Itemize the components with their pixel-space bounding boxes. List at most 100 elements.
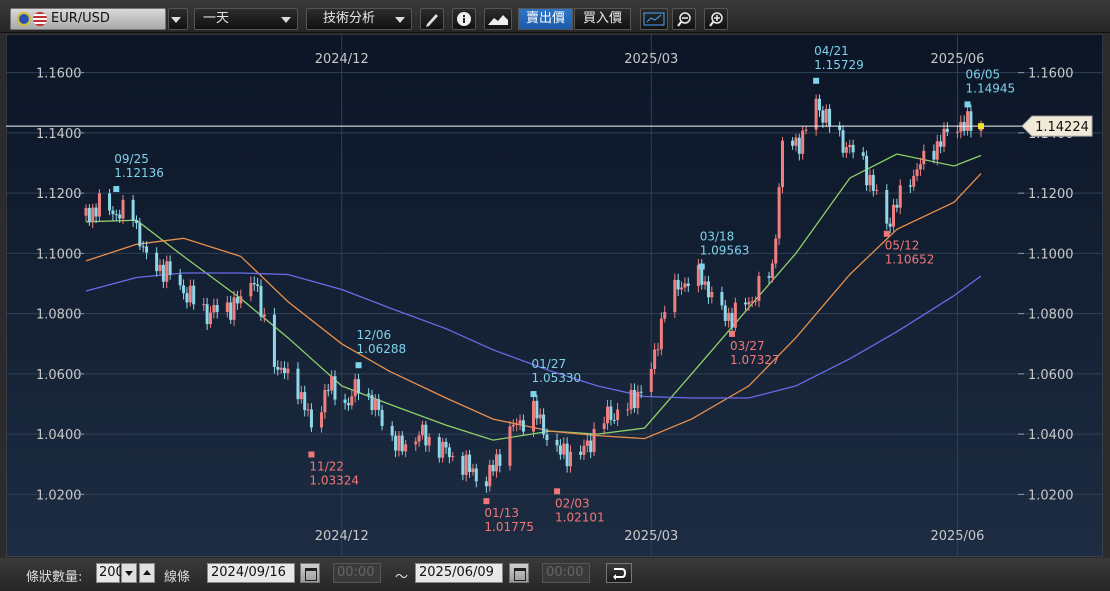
reset-button[interactable] (606, 563, 632, 583)
candle-body (935, 141, 939, 160)
candle-body (97, 193, 101, 217)
price-chart[interactable]: 09/251.12136 11/221.03324 12/061.06288 01/1… (5, 33, 1104, 558)
increment-button[interactable] (139, 563, 155, 583)
candle-body (663, 312, 667, 319)
end-time-field[interactable]: 00:00 (542, 563, 590, 583)
candle-body (743, 302, 747, 305)
moving-average-line-2 (85, 173, 982, 440)
candle-body (239, 296, 243, 304)
zoom-out-button[interactable] (672, 8, 696, 30)
candle-body (636, 391, 640, 409)
candle-body (542, 414, 546, 435)
annotation-value: 1.05330 (532, 371, 582, 385)
candle-body (511, 424, 515, 427)
decrement-button[interactable] (121, 563, 137, 583)
candle-body (777, 187, 781, 239)
candle-body (367, 393, 371, 396)
candle-body (710, 291, 714, 298)
candle-body (861, 152, 865, 156)
zoom-out-icon (677, 12, 691, 27)
draw-tool-button[interactable] (420, 8, 444, 30)
candle-body (649, 369, 653, 392)
candle-body (185, 293, 189, 303)
return-icon (613, 568, 627, 580)
start-calendar-icon[interactable] (300, 563, 320, 583)
candle-body (118, 214, 122, 219)
candle-body (498, 454, 502, 466)
extreme-marker (355, 362, 362, 369)
bar-count-label: 條狀數量: (26, 570, 83, 585)
technical-label: 技術分析 (323, 11, 376, 26)
annotation-value: 1.06288 (357, 342, 407, 356)
chart-area[interactable]: 09/25 1.12136 11/22 1.03324 12/06 1.06288 01/1… (5, 33, 1104, 558)
candle-body (259, 285, 263, 317)
buy-price-toggle[interactable]: 買入價 (574, 8, 631, 30)
annotation-date: 01/13 (484, 506, 519, 520)
candle-body (404, 444, 408, 452)
candle-body (424, 424, 428, 446)
candle-body (616, 409, 620, 420)
usd-flag-icon (33, 12, 47, 26)
candle-body (276, 366, 280, 370)
bar-count-field[interactable]: 200 (96, 563, 124, 583)
extreme-marker (964, 101, 971, 108)
annotation-date: 12/06 (357, 328, 392, 342)
candle-body (178, 274, 182, 286)
candle-body (400, 435, 404, 452)
candle-body (380, 409, 384, 426)
candle-body (491, 464, 495, 472)
x-tick-label-top: 2025/03 (624, 52, 678, 67)
candle-body (390, 425, 394, 436)
candle-body (111, 210, 115, 215)
candle-body (565, 443, 569, 467)
y-tick-label-right: 1.0800 (1028, 308, 1074, 323)
symbol-selector[interactable]: EUR/USD (10, 8, 166, 30)
candle-body (801, 130, 805, 154)
end-date-field[interactable]: 2025/06/09 (415, 563, 503, 583)
y-tick-label-right: 1.0600 (1028, 368, 1074, 383)
annotation-value: 1.09563 (700, 244, 750, 258)
sell-price-toggle[interactable]: 賣出價 (518, 8, 573, 30)
candle-body (208, 312, 212, 325)
candle-body (828, 108, 832, 127)
candle-body (639, 391, 643, 393)
candle-body (158, 264, 162, 272)
current-price-label: 1.14224 (1035, 120, 1089, 135)
start-time-field[interactable]: 00:00 (333, 563, 381, 583)
zoom-in-button[interactable] (704, 8, 728, 30)
x-tick-label-bottom: 2025/06 (930, 529, 984, 544)
candle-body (353, 379, 357, 397)
candle-body (609, 406, 613, 420)
y-tick-label-left: 1.1000 (36, 247, 82, 262)
candle-body (875, 190, 879, 192)
start-date-field[interactable]: 2024/09/16 (207, 563, 295, 583)
candle-body (844, 147, 848, 153)
candle-body (700, 264, 704, 285)
y-tick-label-right: 1.0200 (1028, 488, 1074, 503)
candle-body (134, 220, 138, 224)
candle-body (326, 390, 330, 392)
end-calendar-icon[interactable] (509, 563, 529, 583)
mountain-chart-button[interactable] (484, 8, 512, 30)
candle-body (885, 190, 889, 224)
annotation-value: 1.10652 (885, 253, 935, 267)
eur-flag-icon (17, 12, 31, 26)
candle-body (447, 447, 451, 458)
candle-body (727, 312, 731, 321)
candle-body (205, 304, 209, 325)
candle-body (582, 445, 586, 455)
mountain-chart-icon (488, 15, 508, 25)
technical-analysis-menu[interactable]: 技術分析 (306, 8, 412, 30)
candle-body (791, 140, 795, 146)
candle-body (868, 174, 872, 186)
symbol-dropdown-button[interactable] (168, 8, 188, 30)
candlestick-chart-button[interactable] (640, 8, 668, 30)
candle-body (141, 246, 145, 248)
candle-body (232, 297, 236, 320)
annotation-value: 1.02101 (555, 510, 605, 524)
period-select[interactable]: 一天 (194, 8, 298, 30)
y-tick-label-left: 1.0400 (36, 428, 82, 443)
candle-body (915, 169, 919, 176)
info-button[interactable] (452, 8, 476, 30)
moving-average-line-3 (85, 272, 982, 399)
